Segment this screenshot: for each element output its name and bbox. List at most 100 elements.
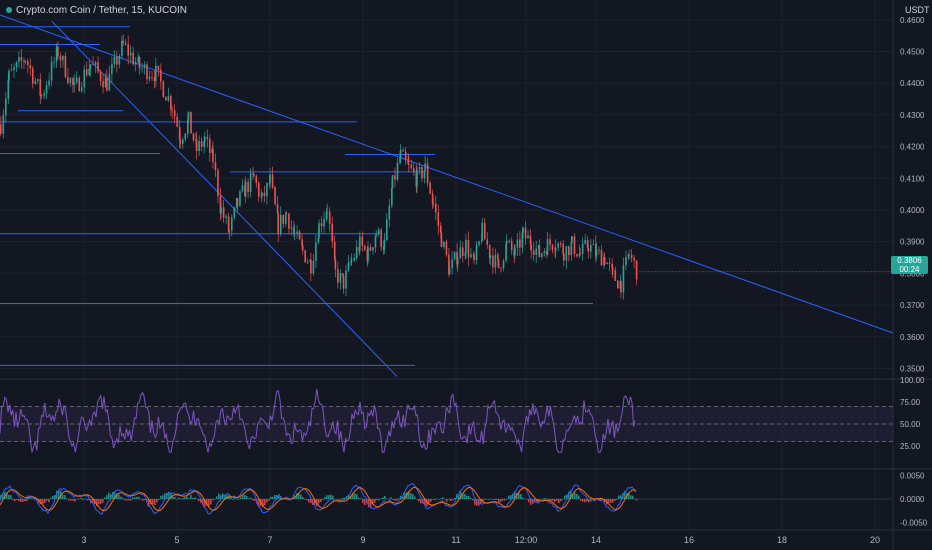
candle-body [276,204,279,214]
symbol-title[interactable]: Crypto.com Coin / Tether, 15, KUCOIN [6,5,187,16]
candle-body [437,211,440,226]
candle-body [608,262,611,265]
candle-body [217,170,219,196]
candle-body [562,243,564,255]
currency-label[interactable]: USDT [905,5,930,15]
macd-hist-bar [160,495,162,499]
price-tick-label: 0.4600 [900,16,925,25]
macd-hist-bar [360,498,362,499]
candle-body [176,116,178,127]
candle-body [50,61,53,81]
macd-hist-bar [20,499,22,502]
x-tick-label: 14 [591,535,601,545]
candle-body [171,109,173,111]
macd-hist-bar [188,498,190,499]
price-tick-label: 0.4200 [900,143,925,152]
macd-hist-bar [576,493,578,499]
macd-hist-bar [172,496,174,499]
candle-body [80,87,83,92]
candle-body [361,236,364,246]
candle-body [465,239,467,254]
candle-body [288,213,290,229]
candle-body [228,230,231,232]
macd-hist-bar [106,495,108,499]
candle-body [418,167,421,170]
candle-body [233,207,236,218]
candle-body [64,55,67,77]
macd-hist-bar [164,493,166,499]
macd-hist-bar [54,495,56,499]
macd-hist-bar [442,497,444,499]
macd-hist-bar [444,498,446,500]
candle-body [451,259,453,268]
macd-hist-bar [392,499,394,500]
candle-body [118,55,121,65]
candle-body [565,246,568,261]
macd-hist-bar [182,498,184,499]
macd-hist-bar [496,499,498,500]
macd-hist-bar [418,499,420,502]
macd-hist-bar [464,493,466,499]
candle-body [502,260,505,269]
candle-body [326,211,328,213]
candle-body [8,70,10,80]
macd-hist-bar [348,495,350,499]
candle-body [530,245,532,251]
candle-body [271,174,274,188]
macd-hist-bar [220,494,222,499]
candle-body [5,98,7,116]
candle-body [538,245,541,257]
candle-body [543,251,546,254]
macd-hist-bar [412,494,414,499]
macd-hist-bar [486,498,488,500]
trendlines[interactable] [0,14,894,377]
candle-body [581,243,584,255]
price-tick-label: 0.3500 [900,364,925,373]
macd-hist-bar [608,499,610,503]
candle-body [75,77,78,83]
candle-body [519,239,521,248]
trendline [0,14,894,334]
macd-hist-bar [582,499,584,502]
candle-body [475,244,478,261]
candle-body [551,244,554,250]
macd-hist-bar [514,491,516,499]
macd-hist-bar [132,497,134,499]
macd-hist-bar [272,496,274,499]
macd-hist-bar [330,494,332,499]
macd-hist-bar [116,493,118,499]
candle-body [190,111,192,134]
candle-body [31,68,34,84]
macd-hist-bar [342,497,344,499]
macd-hist-bar [62,494,64,499]
macd-hist-bar [114,492,116,499]
candle-body [353,258,355,260]
candle-body [252,173,255,177]
candle-body [263,192,266,197]
macd-hist-bar [612,499,614,503]
candle-body [167,95,170,101]
macd-hist-bar [232,499,234,500]
macd-hist-bar [176,499,178,500]
macd-hist-bar [370,499,372,507]
candle-body [342,275,345,289]
macd-hist-bar [476,499,478,506]
macd-hist-bar [274,494,276,499]
macd-hist-bar [296,493,298,499]
macd-hist-bar [136,496,138,499]
price-tick-label: 0.4400 [900,79,925,88]
candle-body [304,250,307,263]
macd-hist-bar [636,499,638,501]
candle-body [99,71,102,82]
macd-hist-bar [458,493,460,499]
macd-hist-bar [204,499,206,507]
macd-hist-bar [170,493,172,499]
candle-body [285,213,288,214]
candle-body [500,267,502,269]
candle-body [57,46,59,57]
candle-body [89,64,92,69]
candle-body [266,183,268,197]
candle-body [127,44,129,56]
candle-body [170,95,172,110]
